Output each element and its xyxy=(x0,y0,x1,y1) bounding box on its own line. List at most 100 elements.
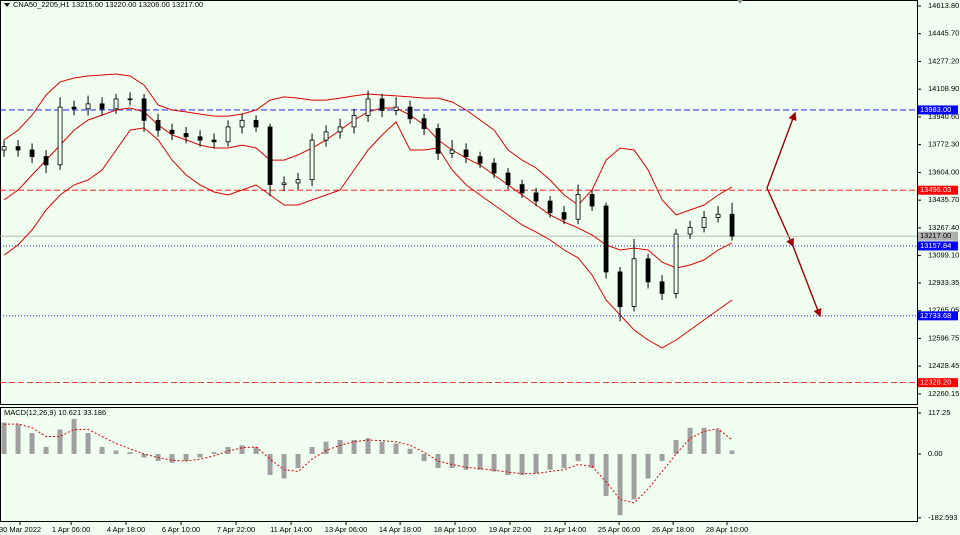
macd-bar xyxy=(673,440,679,455)
candle-body xyxy=(589,194,595,207)
candle-body xyxy=(225,126,231,143)
candle-body xyxy=(253,119,259,128)
y-tick-label: 13604.00 xyxy=(928,167,959,176)
candle-body xyxy=(57,106,63,166)
macd-bar xyxy=(505,454,511,475)
y-tick-label: 14108.90 xyxy=(928,84,959,93)
macd-panel xyxy=(0,407,918,522)
candle-body xyxy=(519,184,525,194)
candle-body xyxy=(603,205,609,273)
macd-bar xyxy=(449,454,455,468)
macd-bar xyxy=(253,447,259,455)
candle-body xyxy=(155,119,161,131)
macd-bar xyxy=(197,454,203,458)
candle-body xyxy=(617,271,623,307)
candle-body xyxy=(435,128,441,154)
macd-bar xyxy=(631,454,637,500)
macd-bar xyxy=(85,433,91,455)
macd-bar xyxy=(309,447,315,455)
candle-body xyxy=(169,129,175,134)
candle-body xyxy=(561,212,567,220)
macd-bar xyxy=(281,454,287,479)
candle-body xyxy=(323,131,329,141)
macd-bar xyxy=(519,454,525,475)
candle-body xyxy=(141,98,147,121)
macd-bar xyxy=(575,454,581,461)
y-tick-label: 12428.45 xyxy=(928,361,959,370)
y-tick-label: 12596.75 xyxy=(928,333,959,342)
macd-bar xyxy=(127,452,133,455)
macd-bar xyxy=(183,454,189,461)
y-tick-label: 12933.35 xyxy=(928,278,959,287)
macd-bar xyxy=(547,454,553,470)
candle-body xyxy=(379,98,385,111)
candle-body xyxy=(15,146,21,151)
candle-body xyxy=(449,149,455,154)
macd-bar xyxy=(421,454,427,461)
arrow-down xyxy=(766,187,794,248)
macd-bar xyxy=(99,447,105,455)
candle-body xyxy=(29,149,35,157)
x-tick-label: 11 Apr 14:00 xyxy=(270,525,312,534)
candle-body xyxy=(407,106,413,120)
macd-bar xyxy=(561,454,567,468)
level-label: 12328.20 xyxy=(920,378,951,387)
macd-bar xyxy=(71,419,77,455)
macd-bar xyxy=(589,454,595,468)
candle-body xyxy=(281,182,287,186)
macd-bar xyxy=(323,441,329,455)
macd-bar xyxy=(477,454,483,470)
signal-line xyxy=(4,423,733,504)
macd-bar xyxy=(29,433,35,455)
y-tick-label: 117.25 xyxy=(928,408,950,417)
level-box xyxy=(918,231,958,241)
candle-body xyxy=(575,194,581,220)
y-tick-label: 12260.15 xyxy=(928,389,959,398)
macd-bar xyxy=(393,443,399,455)
x-tick-label: 14 Apr 18:00 xyxy=(379,525,422,534)
x-tick-label: 1 Apr 06:00 xyxy=(52,525,90,534)
macd-bar xyxy=(645,454,651,479)
level-label: 12733.68 xyxy=(920,311,951,320)
macd-bar xyxy=(407,448,413,455)
y-tick-label: 14613.80 xyxy=(928,1,959,10)
level-label: 13983.00 xyxy=(920,105,951,114)
macd-bar xyxy=(603,454,609,496)
candle-body xyxy=(659,281,665,294)
forecast-arrows xyxy=(766,111,822,318)
macd-bar xyxy=(57,429,63,455)
level-label: 13496.03 xyxy=(920,185,951,194)
y-tick-label: 13267.40 xyxy=(928,223,959,232)
macd-bar xyxy=(463,454,469,470)
candle-body xyxy=(729,213,735,237)
macd-bar xyxy=(491,454,497,472)
level-box xyxy=(918,105,958,115)
macd-title: MACD(12,26,9) 10.621 33.186 xyxy=(4,408,106,417)
x-tick-label: 28 Apr 10:00 xyxy=(706,525,749,534)
candle-body xyxy=(1,146,7,151)
x-tick-label: 19 Apr 22:00 xyxy=(489,525,532,534)
y-tick-label: 13435.70 xyxy=(928,195,959,204)
macd-bar xyxy=(533,454,539,474)
candle-body xyxy=(113,98,119,110)
y-tick-label: 13772.30 xyxy=(928,140,959,149)
macd-bar xyxy=(379,441,385,455)
candle-body xyxy=(631,258,637,307)
macd-bar xyxy=(1,422,7,455)
macd-bar xyxy=(43,447,49,455)
macd-bar xyxy=(239,445,245,455)
x-tick-label: 30 Mar 2022 xyxy=(0,525,41,534)
macd-bar xyxy=(729,450,735,455)
level-box xyxy=(918,311,958,321)
x-tick-label: 13 Apr 06:00 xyxy=(325,525,368,534)
y-tick-label: 13099.10 xyxy=(928,251,959,260)
candle-body xyxy=(197,136,203,141)
arrow-up xyxy=(766,111,797,189)
y-tick-label: 14445.70 xyxy=(928,29,959,38)
macd-bar xyxy=(225,447,231,455)
x-tick-label: 26 Apr 18:00 xyxy=(652,525,695,534)
candle-body xyxy=(477,156,483,164)
candle-body xyxy=(295,179,301,184)
